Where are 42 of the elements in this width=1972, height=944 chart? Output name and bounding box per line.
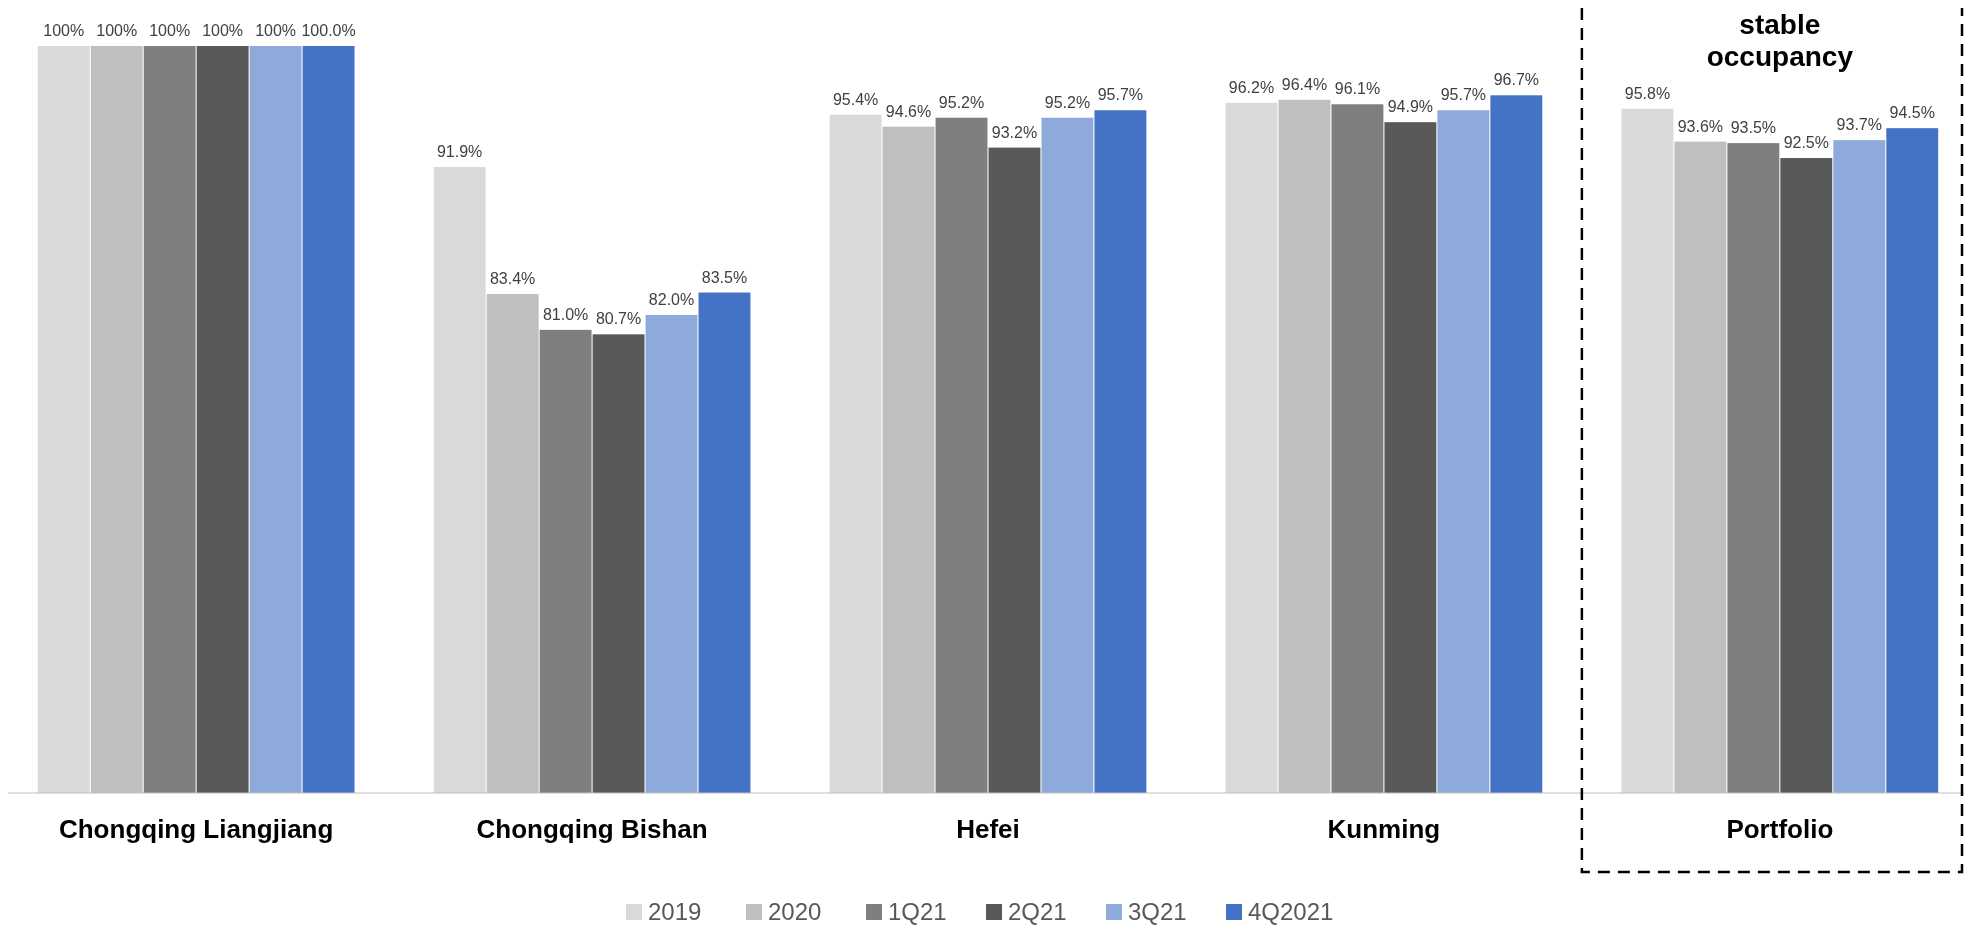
legend-label: 1Q21 bbox=[888, 898, 947, 925]
data-label: 100.0% bbox=[301, 22, 356, 39]
data-label: 81.0% bbox=[542, 305, 589, 323]
data-label: 95.2% bbox=[1044, 93, 1091, 111]
data-label: 95.7% bbox=[1440, 86, 1487, 104]
data-label: 82.0% bbox=[648, 290, 695, 308]
data-label: 94.9% bbox=[1387, 98, 1434, 116]
x-tick-label: Hefei bbox=[956, 814, 1020, 844]
data-label: 100% bbox=[43, 22, 85, 39]
legend-label: 4Q2021 bbox=[1248, 898, 1334, 925]
data-label: 95.7% bbox=[1097, 86, 1144, 104]
data-label: 94.5% bbox=[1889, 104, 1935, 122]
data-label: 100% bbox=[202, 22, 244, 39]
annotation: stable occupancy bbox=[1706, 9, 1854, 72]
data-label: 93.5% bbox=[1730, 119, 1777, 137]
x-tick-label: Kunming bbox=[1327, 814, 1441, 844]
data-label: 91.9% bbox=[436, 143, 483, 161]
data-label: 95.8% bbox=[1624, 84, 1671, 102]
x-tick-label: Chongqing Bishan bbox=[476, 814, 708, 844]
data-label: 100% bbox=[149, 22, 191, 39]
data-label: 96.4% bbox=[1281, 75, 1328, 93]
data-label: 95.4% bbox=[832, 90, 879, 108]
data-label: 100% bbox=[96, 22, 138, 39]
data-label: 94.6% bbox=[885, 102, 932, 120]
legend-label: 3Q21 bbox=[1128, 898, 1187, 925]
data-label: 93.7% bbox=[1836, 116, 1882, 134]
data-label: 83.4% bbox=[489, 270, 536, 287]
legend-label: 2020 bbox=[768, 898, 822, 925]
data-label: 83.5% bbox=[701, 268, 748, 286]
data-label: 96.1% bbox=[1334, 80, 1381, 98]
data-label: 96.7% bbox=[1493, 71, 1540, 89]
legend-label: 2Q21 bbox=[1008, 898, 1067, 925]
data-label: 93.2% bbox=[991, 123, 1038, 141]
data-label: 96.2% bbox=[1228, 78, 1275, 96]
data-label: 92.5% bbox=[1783, 134, 1830, 152]
x-tick-label: Chongqing Liangjiang bbox=[58, 814, 334, 844]
data-label: 95.2% bbox=[938, 93, 985, 111]
x-tick-label: Portfolio bbox=[1726, 814, 1834, 844]
data-label: 93.6% bbox=[1677, 117, 1724, 135]
legend-label: 2019 bbox=[648, 898, 702, 925]
data-label: 80.7% bbox=[595, 310, 642, 328]
data-label: 100% bbox=[255, 22, 297, 39]
